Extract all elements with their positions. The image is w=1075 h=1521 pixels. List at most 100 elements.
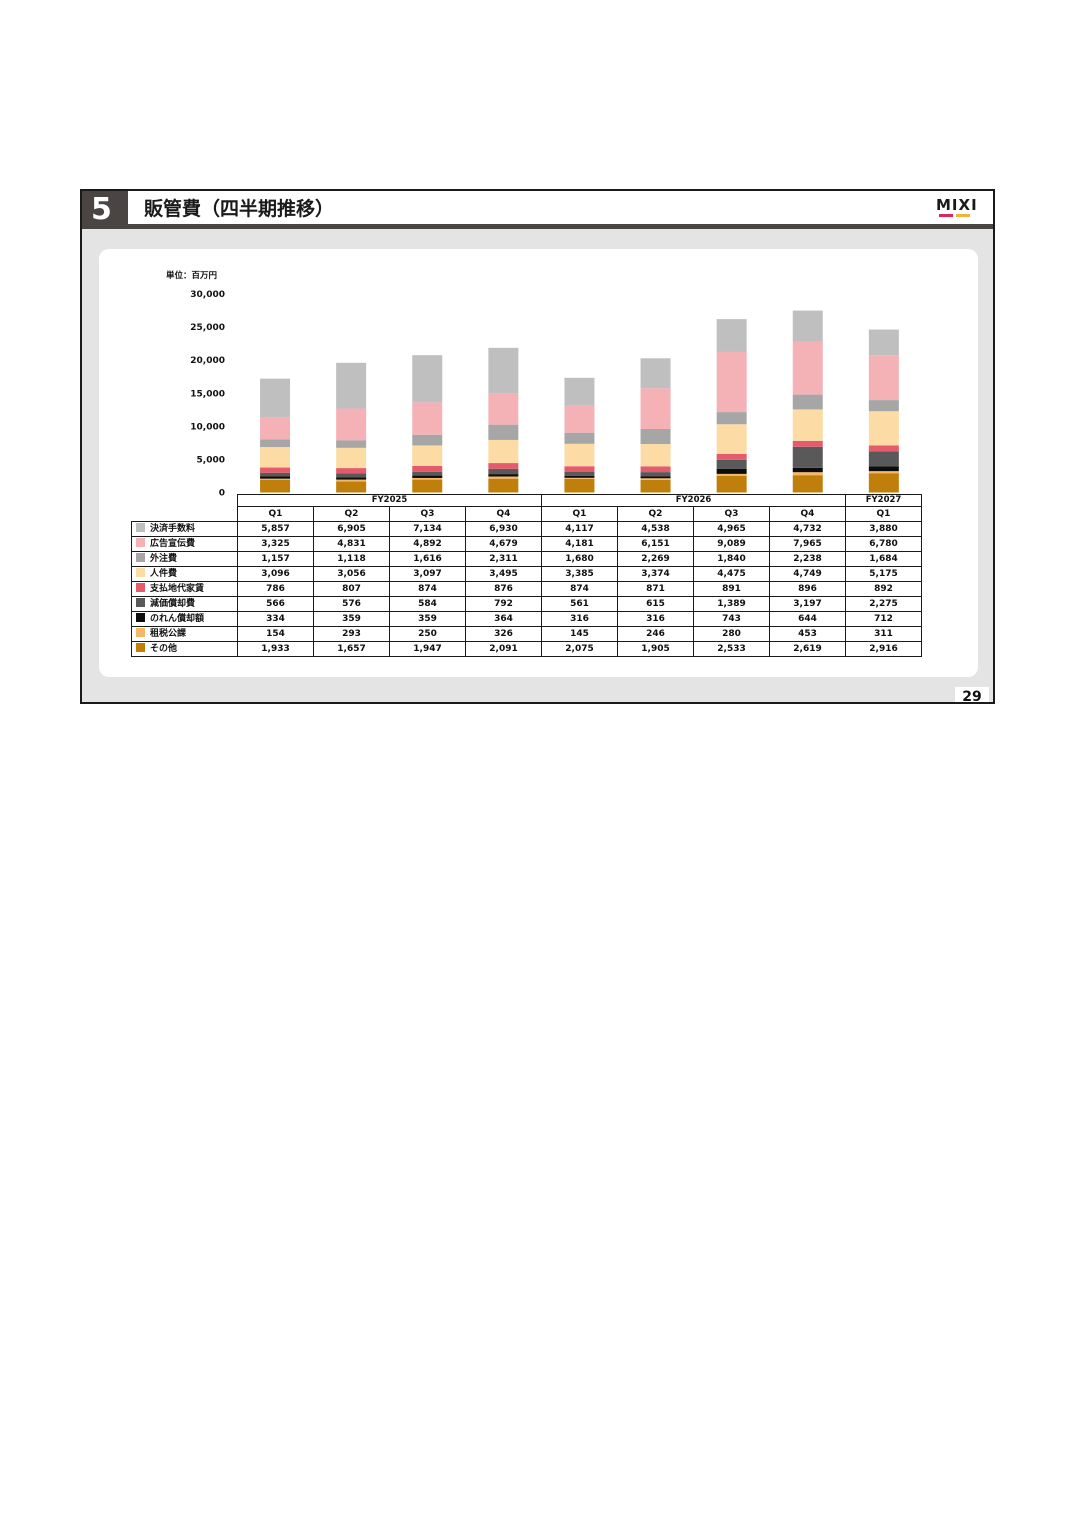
table-cell: 2,275 [845,596,922,612]
series-label: 広告宣伝費 [131,536,238,552]
table-cell: 359 [313,611,390,627]
table-cell: 3,385 [541,566,618,582]
fiscal-year-header: FY2025 [237,494,542,507]
table-cell: 807 [313,581,390,597]
table-cell: 3,197 [769,596,846,612]
table-cell: 3,374 [617,566,694,582]
table-cell: 9,089 [693,536,770,552]
table-cell: 4,679 [465,536,542,552]
table-cell: 896 [769,581,846,597]
quarter-header: Q1 [541,506,618,522]
series-name: その他 [150,643,178,654]
table-cell: 4,181 [541,536,618,552]
data-table: FY2025 FY2026 FY2027 Q1 Q2 Q3 Q4 Q1 Q2 Q3 Q4 Q1 決済手数… [131,494,922,657]
table-cell: 566 [237,596,314,612]
table-cell: 154 [237,626,314,642]
mixi-logo: MIXI [936,196,977,220]
series-name: 租税公課 [150,628,187,639]
table-cell: 311 [845,626,922,642]
table-corner [132,495,238,507]
table-cell: 876 [465,581,542,597]
table-cell: 4,892 [389,536,466,552]
quarter-header: Q4 [769,506,846,522]
table-cell: 4,475 [693,566,770,582]
table-cell: 1,389 [693,596,770,612]
table-cell: 644 [769,611,846,627]
table-cell: 5,857 [237,521,314,537]
table-cell: 871 [617,581,694,597]
table-cell: 2,269 [617,551,694,567]
table-cell: 1,118 [313,551,390,567]
table-cell: 7,134 [389,521,466,537]
section-number-badge: 5 [82,191,128,229]
table-cell: 145 [541,626,618,642]
legend-swatch [136,567,145,577]
table-cell: 892 [845,581,922,597]
series-label: その他 [131,641,238,657]
table-cell: 584 [389,596,466,612]
table-cell: 1,684 [845,551,922,567]
table-cell: 4,749 [769,566,846,582]
table-cell: 792 [465,596,542,612]
table-row: 租税公課 154 293 250 326 145 246 280 453 311 [131,626,922,642]
series-label: 人件費 [131,566,238,582]
table-cell: 2,238 [769,551,846,567]
table-cell: 316 [541,611,618,627]
table-cell: 6,780 [845,536,922,552]
table-cell: 3,097 [389,566,466,582]
table-cell: 1,933 [237,641,314,657]
table-cell: 250 [389,626,466,642]
table-cell: 6,905 [313,521,390,537]
table-row: 外注費 1,157 1,118 1,616 2,311 1,680 2,269 1,840 2,… [131,551,922,567]
quarter-row: Q1 Q2 Q3 Q4 Q1 Q2 Q3 Q4 Q1 [132,506,922,522]
legend-swatch [136,627,145,637]
table-cell: 1,905 [617,641,694,657]
series-label: 支払地代家賃 [131,581,238,597]
title-band-line [128,224,993,229]
table-cell: 1,657 [313,641,390,657]
series-label: のれん償却額 [131,611,238,627]
table-row: 減価償却費 566 576 584 792 561 615 1,389 3,197 2,275 [131,596,922,612]
series-label: 決済手数料 [131,521,238,537]
series-name: 人件費 [150,568,178,579]
table-cell: 2,091 [465,641,542,657]
table-cell: 1,616 [389,551,466,567]
table-cell: 359 [389,611,466,627]
series-name: 決済手数料 [150,523,196,534]
series-name: のれん償却額 [150,613,205,624]
table-cell: 316 [617,611,694,627]
table-cell: 576 [313,596,390,612]
title-bar [82,191,993,225]
table-cell: 6,151 [617,536,694,552]
table-row: 決済手数料 5,857 6,905 7,134 6,930 4,117 4,538 4,965… [131,521,922,537]
legend-swatch [136,612,145,622]
table-cell: 5,175 [845,566,922,582]
table-cell: 4,965 [693,521,770,537]
table-cell: 7,965 [769,536,846,552]
table-row: 支払地代家賃 786 807 874 876 874 871 891 896 892 [131,581,922,597]
fiscal-year-row: FY2025 FY2026 FY2027 [132,494,922,507]
table-cell: 874 [389,581,466,597]
quarter-header: Q1 [845,506,922,522]
page-title: 販管費（四半期推移） [144,198,335,220]
table-cell: 3,325 [237,536,314,552]
table-cell: 743 [693,611,770,627]
table-cell: 3,880 [845,521,922,537]
section-number: 5 [91,192,112,227]
legend-swatch [136,582,145,592]
table-cell: 615 [617,596,694,612]
legend-swatch [136,537,145,547]
logo-accent-pink [939,214,953,217]
table-cell: 3,096 [237,566,314,582]
table-corner [132,507,238,522]
table-cell: 280 [693,626,770,642]
table-row: その他 1,933 1,657 1,947 2,091 2,075 1,905 2,533 2,… [131,641,922,657]
table-cell: 2,533 [693,641,770,657]
table-cell: 326 [465,626,542,642]
series-label: 租税公課 [131,626,238,642]
logo-accent-yellow [956,214,970,217]
table-row: 人件費 3,096 3,056 3,097 3,495 3,385 3,374 4,475 4,… [131,566,922,582]
table-cell: 2,075 [541,641,618,657]
table-cell: 4,538 [617,521,694,537]
table-cell: 1,680 [541,551,618,567]
